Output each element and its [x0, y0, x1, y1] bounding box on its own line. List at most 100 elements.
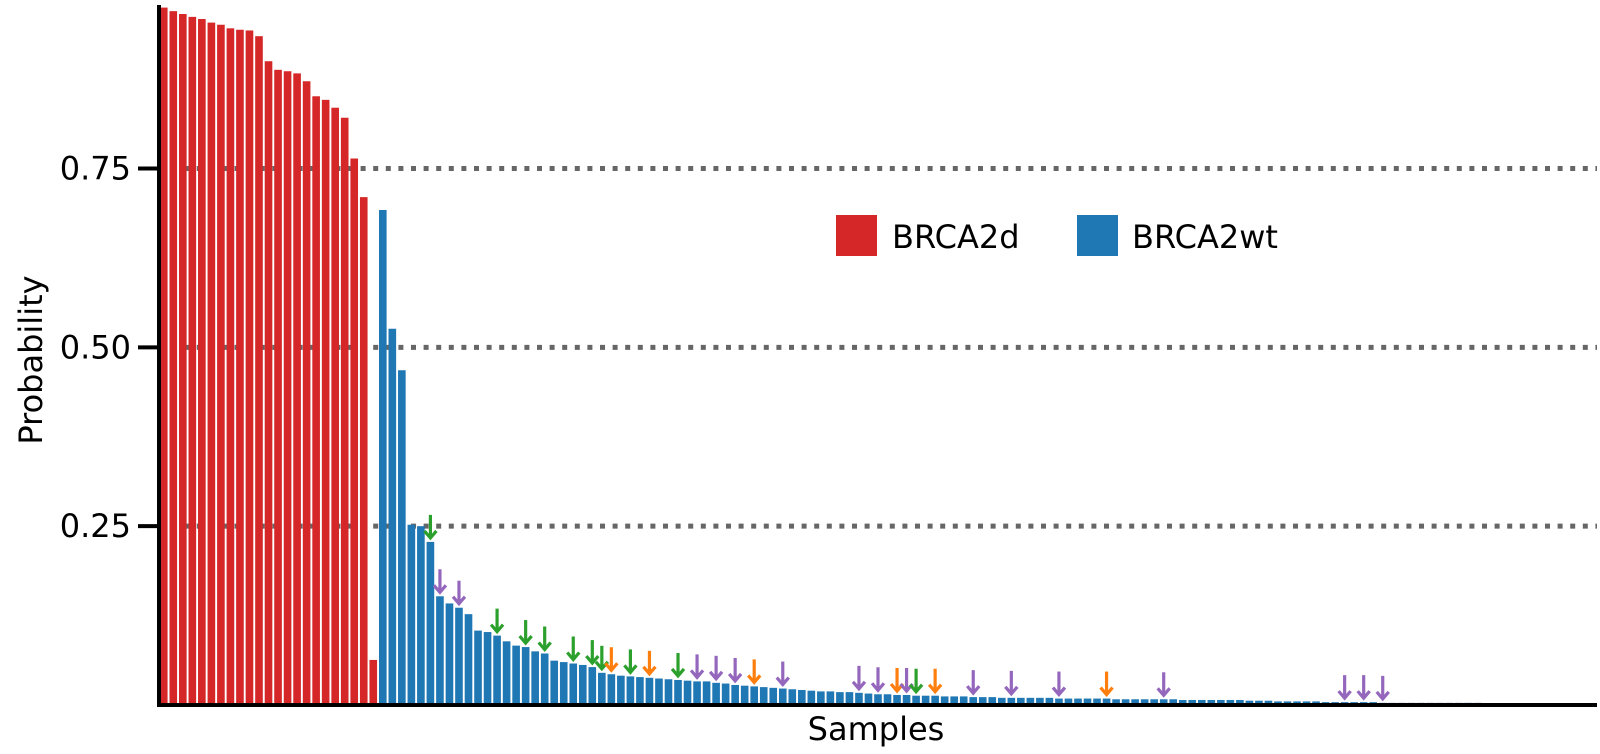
arrow-head	[1356, 690, 1371, 701]
bar-brca2d	[169, 11, 178, 705]
bar-brca2wt	[864, 693, 873, 705]
bar-brca2wt	[407, 524, 416, 705]
arrow-head	[966, 685, 981, 696]
bar-brca2wt	[464, 614, 473, 705]
bar-brca2d	[321, 99, 330, 706]
legend: BRCA2d BRCA2wt	[836, 215, 1278, 256]
arrow-marker-purple	[432, 569, 448, 595]
arrow-marker-purple	[1356, 675, 1371, 701]
arrow-marker-orange	[1099, 671, 1114, 698]
bar-brca2wt	[540, 653, 549, 705]
bar-brca2wt	[874, 694, 882, 705]
bar-brca2wt	[1236, 699, 1244, 705]
bar-brca2wt	[778, 688, 787, 705]
arrow-head	[623, 664, 638, 675]
bar-brca2d	[359, 197, 368, 705]
bar-brca2wt	[578, 664, 587, 705]
arrow-marker-purple	[689, 654, 705, 680]
bar-brca2wt	[1045, 697, 1054, 705]
bar-brca2wt	[1083, 698, 1092, 705]
arrow-head	[537, 641, 552, 652]
arrow-head	[775, 676, 790, 688]
bar-brca2wt	[1121, 699, 1130, 705]
arrow-head	[689, 669, 705, 680]
bar-brca2wt	[712, 682, 720, 705]
arrow-head	[670, 667, 686, 679]
bar-brca2wt	[664, 679, 673, 705]
arrow-marker-green	[537, 626, 552, 652]
arrow-marker-green	[670, 652, 686, 679]
bar-brca2wt	[959, 696, 968, 705]
arrow-marker-purple	[727, 657, 743, 684]
arrow-marker-green	[518, 620, 533, 646]
bar-brca2wt	[798, 689, 806, 705]
bar-brca2wt	[1026, 697, 1035, 705]
arrow-marker-green	[566, 636, 581, 662]
bar-brca2wt	[1055, 698, 1063, 705]
x-axis-label: Samples	[808, 710, 945, 748]
bar-brca2wt	[1245, 700, 1254, 705]
legend-label-brca2wt: BRCA2wt	[1132, 218, 1278, 256]
bar-brca2d	[217, 24, 225, 705]
bar-brca2wt	[969, 697, 978, 705]
annotation-arrows	[423, 514, 1390, 702]
arrow-marker-orange	[604, 647, 619, 673]
bar-brca2wt	[912, 695, 920, 705]
arrow-head	[727, 672, 743, 684]
bar-brca2d	[178, 14, 187, 706]
bar-brca2d	[283, 71, 292, 706]
arrow-head	[489, 623, 505, 635]
arrow-head	[518, 635, 533, 646]
arrow-head	[585, 655, 600, 666]
bar-brca2wt	[693, 681, 701, 705]
bar-brca2d	[312, 96, 320, 706]
bar-brca2wt	[950, 696, 958, 705]
arrow-head	[604, 662, 619, 673]
arrow-head	[1156, 687, 1171, 698]
bar-brca2wt	[769, 687, 778, 705]
bar-brca2d	[302, 81, 311, 706]
arrow-marker-orange	[889, 667, 905, 694]
bar-brca2wt	[731, 684, 739, 705]
axes: 0.25 0.50 0.75	[60, 5, 1597, 707]
bar-brca2d	[293, 73, 301, 705]
arrow-marker-purple	[851, 665, 867, 692]
arrow-marker-purple	[966, 670, 981, 696]
bar-brca2wt	[845, 692, 854, 705]
bar-brca2wt	[759, 687, 768, 705]
arrow-head	[1337, 690, 1352, 701]
bar-brca2wt	[740, 685, 749, 705]
bar-brca2wt	[645, 677, 654, 705]
y-tick-label: 0.25	[60, 507, 131, 545]
arrow-marker-purple	[1375, 675, 1390, 702]
bar-brca2wt	[921, 695, 930, 705]
bars	[159, 7, 1597, 706]
arrow-marker-purple	[870, 667, 886, 693]
bar-brca2d	[274, 69, 282, 705]
bar-brca2wt	[655, 678, 663, 705]
arrow-marker-green	[585, 640, 600, 666]
bar-brca2wt	[683, 680, 692, 705]
bar-brca2wt	[988, 697, 997, 705]
bar-brca2d	[264, 61, 273, 706]
bar-brca2wt	[1188, 699, 1197, 705]
bar-brca2wt	[1226, 699, 1235, 705]
bar-brca2wt	[1093, 698, 1101, 705]
bar-brca2wt	[1007, 697, 1016, 705]
arrow-head	[1004, 685, 1019, 697]
bar-brca2d	[369, 659, 378, 705]
bar-brca2d	[350, 158, 359, 706]
arrow-head	[1051, 686, 1067, 698]
bar-brca2wt	[493, 635, 501, 705]
arrow-head	[870, 682, 886, 693]
y-tick-label: 0.75	[60, 150, 131, 188]
bar-brca2wt	[607, 674, 616, 705]
bar-brca2d	[236, 29, 244, 705]
bar-brca2wt	[807, 690, 816, 705]
bar-brca2d	[188, 16, 197, 706]
bar-brca2wt	[502, 641, 511, 705]
bar-brca2wt	[417, 526, 425, 705]
bar-brca2d	[226, 28, 235, 705]
arrow-head	[1099, 686, 1114, 698]
